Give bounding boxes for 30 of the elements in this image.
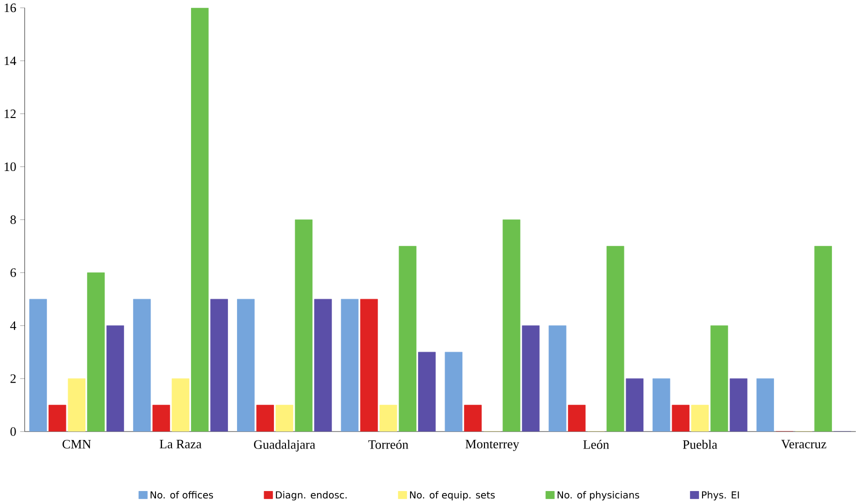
x-tick-label: Guadalajara xyxy=(254,440,316,452)
y-tick-label: 14 xyxy=(4,56,16,65)
y-tick-label: 16 xyxy=(4,3,16,12)
bar xyxy=(87,272,105,432)
bar xyxy=(814,246,832,432)
y-tick-label: 6 xyxy=(10,268,16,277)
bar xyxy=(710,325,728,432)
y-tick-label: 10 xyxy=(4,162,16,171)
x-tick-label: Monterrey xyxy=(466,440,520,451)
y-tick-label: 12 xyxy=(4,109,16,118)
x-tick-label: Torreón xyxy=(368,440,408,449)
x-tick-label: La Raza xyxy=(160,440,202,448)
legend-label: No. of equip. sets xyxy=(410,490,495,500)
bar xyxy=(398,246,416,432)
legend-label: Diagn. endosc. xyxy=(276,490,347,500)
legend-label: Phys. EI xyxy=(702,490,739,500)
legend-label: No. of physicians xyxy=(558,490,640,500)
legend-label: No. of offices xyxy=(150,490,214,498)
x-tick-label: León xyxy=(583,440,610,449)
x-tick-label: Veracruz xyxy=(781,440,826,448)
bar xyxy=(606,246,624,432)
y-tick-label: 8 xyxy=(10,215,16,224)
y-tick-label: 2 xyxy=(10,374,16,383)
bar xyxy=(502,219,520,432)
bar xyxy=(191,8,209,432)
x-tick-label: Puebla xyxy=(682,440,718,449)
y-tick-label: 4 xyxy=(10,321,16,330)
x-tick-label: CMN xyxy=(62,440,91,448)
y-tick-label: 0 xyxy=(10,427,16,436)
bar xyxy=(294,219,313,432)
